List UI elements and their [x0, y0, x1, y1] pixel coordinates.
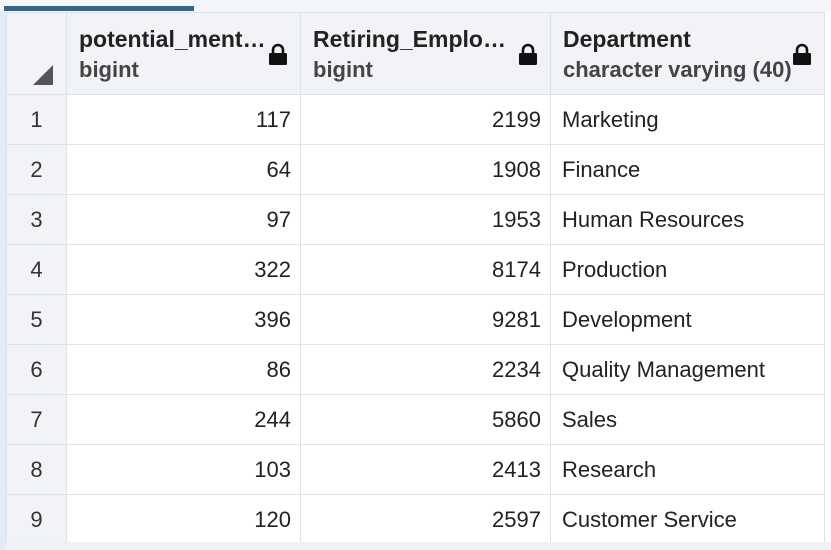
table-row: 6 86 2234 Quality Management [6, 344, 825, 395]
column-name: Retiring_Employees [313, 26, 517, 52]
column-header-department[interactable]: Department character varying (40) [550, 12, 825, 95]
table-row: 1 117 2199 Marketing [6, 94, 825, 145]
query-results-grid: potential_mentors bigint Retiring_Employ… [6, 12, 825, 545]
column-header-retiring-employees[interactable]: Retiring_Employees bigint [300, 12, 551, 95]
left-panel-edge [0, 12, 6, 550]
lock-icon [519, 43, 537, 65]
cell-potential-mentors[interactable]: 244 [66, 394, 301, 445]
cell-potential-mentors[interactable]: 396 [66, 294, 301, 345]
row-number[interactable]: 9 [6, 494, 67, 545]
row-number[interactable]: 5 [6, 294, 67, 345]
row-number[interactable]: 4 [6, 244, 67, 295]
cell-retiring-employees[interactable]: 1953 [300, 194, 551, 245]
cell-retiring-employees[interactable]: 5860 [300, 394, 551, 445]
lock-icon [269, 43, 287, 65]
cell-potential-mentors[interactable]: 322 [66, 244, 301, 295]
sort-triangle-icon [33, 65, 53, 85]
table-row: 3 97 1953 Human Resources [6, 194, 825, 245]
cell-retiring-employees[interactable]: 2234 [300, 344, 551, 395]
cell-potential-mentors[interactable]: 103 [66, 444, 301, 495]
cell-department[interactable]: Development [550, 294, 825, 345]
select-all-corner[interactable] [6, 12, 67, 95]
cell-department[interactable]: Research [550, 444, 825, 495]
cell-department[interactable]: Customer Service [550, 494, 825, 545]
cell-retiring-employees[interactable]: 2597 [300, 494, 551, 545]
table-row: 7 244 5860 Sales [6, 394, 825, 445]
row-number[interactable]: 3 [6, 194, 67, 245]
table-row: 2 64 1908 Finance [6, 144, 825, 195]
cell-potential-mentors[interactable]: 64 [66, 144, 301, 195]
row-number[interactable]: 2 [6, 144, 67, 195]
column-type: bigint [79, 57, 139, 82]
results-tab-bar [0, 0, 831, 12]
cell-retiring-employees[interactable]: 2413 [300, 444, 551, 495]
horizontal-scrollbar-track[interactable] [6, 542, 831, 550]
lock-icon [793, 43, 811, 65]
column-type: bigint [313, 57, 373, 82]
cell-retiring-employees[interactable]: 8174 [300, 244, 551, 295]
cell-department[interactable]: Human Resources [550, 194, 825, 245]
row-number[interactable]: 6 [6, 344, 67, 395]
cell-department[interactable]: Quality Management [550, 344, 825, 395]
cell-potential-mentors[interactable]: 97 [66, 194, 301, 245]
column-type: character varying (40) [563, 57, 792, 82]
table-row: 9 120 2597 Customer Service [6, 494, 825, 545]
active-tab-indicator [4, 6, 194, 11]
table-row: 5 396 9281 Development [6, 294, 825, 345]
cell-potential-mentors[interactable]: 117 [66, 94, 301, 145]
row-number[interactable]: 8 [6, 444, 67, 495]
cell-department[interactable]: Marketing [550, 94, 825, 145]
row-number[interactable]: 1 [6, 94, 67, 145]
table-row: 4 322 8174 Production [6, 244, 825, 295]
cell-potential-mentors[interactable]: 120 [66, 494, 301, 545]
cell-department[interactable]: Sales [550, 394, 825, 445]
cell-department[interactable]: Production [550, 244, 825, 295]
column-name: potential_mentors [79, 26, 267, 52]
cell-retiring-employees[interactable]: 2199 [300, 94, 551, 145]
column-name: Department [563, 26, 691, 52]
column-header-potential-mentors[interactable]: potential_mentors bigint [66, 12, 301, 95]
row-number[interactable]: 7 [6, 394, 67, 445]
cell-retiring-employees[interactable]: 9281 [300, 294, 551, 345]
header-row: potential_mentors bigint Retiring_Employ… [6, 12, 825, 95]
cell-department[interactable]: Finance [550, 144, 825, 195]
table-row: 8 103 2413 Research [6, 444, 825, 495]
cell-potential-mentors[interactable]: 86 [66, 344, 301, 395]
cell-retiring-employees[interactable]: 1908 [300, 144, 551, 195]
